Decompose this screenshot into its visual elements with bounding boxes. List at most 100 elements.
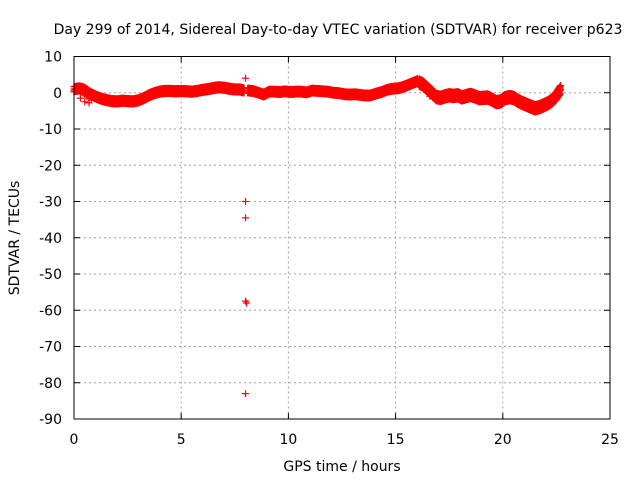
data-point xyxy=(503,94,511,102)
data-point xyxy=(121,97,129,105)
data-point xyxy=(430,92,438,100)
x-tick-label: 10 xyxy=(279,432,297,448)
data-point xyxy=(533,105,541,113)
tick-labels: 0 5 10 15 20 25 10 0 -10 -20 -30 -40 -50 -60 -70 -80 -90 xyxy=(39,50,619,449)
data-point xyxy=(242,390,250,398)
data-point xyxy=(169,88,177,96)
data-point xyxy=(263,87,271,95)
data-point xyxy=(104,97,112,105)
data-point xyxy=(289,87,297,95)
data-point xyxy=(550,96,558,104)
data-point xyxy=(383,85,391,93)
y-axis-label: SDTVAR / TECUs xyxy=(7,181,23,296)
data-point xyxy=(353,91,361,99)
data-point xyxy=(366,91,374,99)
data-point xyxy=(293,88,301,96)
y-tick-label: -70 xyxy=(39,340,62,356)
data-point xyxy=(242,297,250,305)
data-point xyxy=(332,89,340,97)
data-point xyxy=(130,97,138,105)
data-point xyxy=(319,87,327,95)
y-tick-label: 0 xyxy=(53,86,62,102)
data-point xyxy=(147,91,155,99)
y-tick-label: -50 xyxy=(39,267,62,283)
data-point xyxy=(323,88,331,96)
data-point xyxy=(387,84,395,92)
data-point xyxy=(349,90,357,98)
data-point xyxy=(417,78,425,86)
data-point xyxy=(400,82,408,89)
data-point xyxy=(109,98,117,106)
data-points xyxy=(70,74,565,398)
data-point xyxy=(76,94,84,102)
data-point xyxy=(473,94,481,102)
data-point xyxy=(91,92,99,100)
data-point xyxy=(419,85,427,93)
data-point xyxy=(555,89,563,97)
data-point xyxy=(314,88,322,96)
data-point xyxy=(96,94,104,102)
data-point xyxy=(409,78,417,86)
data-point xyxy=(374,89,382,97)
data-point xyxy=(272,89,280,97)
data-point xyxy=(276,87,284,95)
data-point xyxy=(254,91,262,99)
data-point xyxy=(199,86,207,94)
data-point xyxy=(239,87,247,95)
chart-title: Day 299 of 2014, Sidereal Day-to-day VTE… xyxy=(54,22,623,38)
data-point xyxy=(246,87,254,95)
data-point xyxy=(229,86,237,94)
data-point xyxy=(243,299,251,307)
data-point xyxy=(242,198,250,205)
data-point xyxy=(443,91,451,99)
y-tick-label: -10 xyxy=(39,122,62,138)
data-point xyxy=(117,96,125,104)
y-tick-label: -30 xyxy=(39,195,62,211)
data-point xyxy=(250,88,258,96)
data-point xyxy=(362,92,370,100)
data-point xyxy=(207,84,215,92)
x-tick-label: 15 xyxy=(387,432,405,448)
data-point xyxy=(460,92,468,100)
x-axis-label: GPS time / hours xyxy=(283,459,400,475)
data-point xyxy=(156,88,164,96)
data-point xyxy=(392,85,400,93)
data-point xyxy=(439,92,447,100)
data-point xyxy=(310,87,318,95)
data-point xyxy=(164,87,172,95)
data-point xyxy=(537,103,545,111)
data-point xyxy=(552,92,560,100)
data-point xyxy=(259,92,267,100)
data-point xyxy=(267,88,275,96)
data-point xyxy=(336,89,344,97)
y-tick-label: -60 xyxy=(39,303,62,319)
data-point xyxy=(495,100,503,108)
y-tick-label: 10 xyxy=(44,50,62,66)
data-point xyxy=(242,214,250,222)
y-tick-label: -80 xyxy=(39,376,62,392)
data-point xyxy=(486,94,494,102)
data-point xyxy=(216,83,224,91)
data-point xyxy=(181,88,189,96)
data-point xyxy=(529,103,537,111)
y-tick-label: -90 xyxy=(39,412,62,428)
data-point xyxy=(413,76,421,84)
data-point xyxy=(404,80,412,88)
data-point xyxy=(203,85,211,93)
y-tick-label: -40 xyxy=(39,231,62,247)
data-point xyxy=(113,97,121,105)
data-point xyxy=(233,85,241,93)
data-point xyxy=(424,83,432,91)
data-point xyxy=(126,98,134,106)
data-point xyxy=(242,74,250,82)
data-point xyxy=(186,89,194,97)
data-point xyxy=(507,92,515,100)
data-point xyxy=(452,91,460,99)
data-point xyxy=(85,99,93,107)
data-point xyxy=(499,98,507,106)
data-point xyxy=(520,100,528,108)
data-point xyxy=(143,92,151,100)
data-point xyxy=(194,87,202,95)
data-point xyxy=(434,94,442,102)
